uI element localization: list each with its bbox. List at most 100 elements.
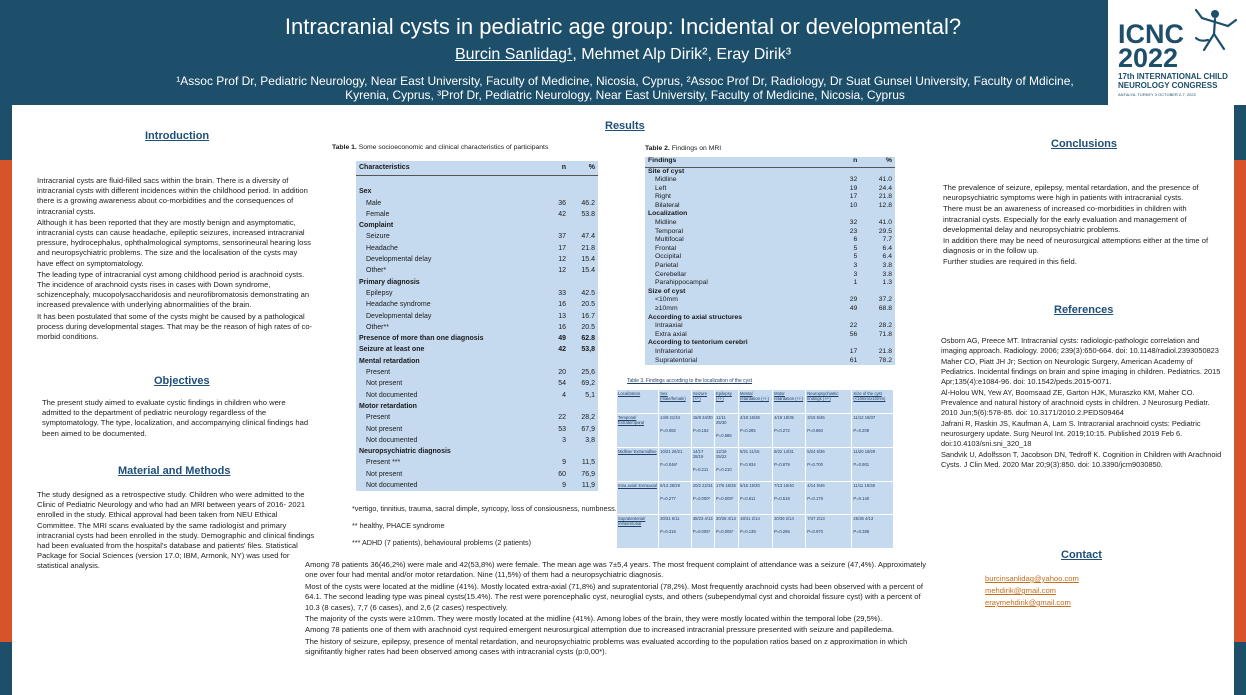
- table2-header-cell: n: [835, 157, 861, 168]
- table1-n-cell: 9: [562, 459, 566, 467]
- table1-row: Present 20 25,6: [356, 367, 598, 378]
- table1-n-cell: 4: [562, 391, 566, 399]
- table2-n-cell: [836, 210, 860, 219]
- affiliations: ¹Assoc Prof Dr, Pediatric Neurology, Nea…: [176, 74, 1074, 102]
- email-link[interactable]: eraymehdirik@gmail.com: [985, 598, 1071, 607]
- table1-label-cell: Headache: [366, 244, 398, 252]
- table3-p-value: P=0.388: [853, 529, 870, 535]
- table2-percent-cell: [860, 288, 895, 297]
- table2-row: Temporal 23 29.5: [645, 228, 895, 237]
- table1-percent-cell: 20.5: [581, 323, 595, 331]
- table2-n-cell: [836, 288, 860, 297]
- table1-label-cell: Other**: [366, 323, 389, 331]
- table1-n-cell: 20: [558, 369, 566, 377]
- table3-p-value: P=0.879: [774, 462, 790, 468]
- table3-counts: 6/14 28/29: [660, 482, 680, 488]
- table1-n-cell: [549, 277, 569, 288]
- table2-label-cell: Midline: [655, 219, 677, 227]
- results-text: Among 78 patients 36(46,2%) were male an…: [305, 560, 933, 659]
- table1-percent-cell: 11,5: [581, 459, 595, 467]
- table2-label-cell: Intraaxial: [655, 322, 683, 330]
- table3-counts: 11/12 18/37: [853, 415, 876, 421]
- table3-p-value: P=0.277: [660, 495, 676, 501]
- table2-n-cell: 23: [849, 227, 858, 235]
- author-rest: , Mehmet Alp Dirik², Eray Dirik³: [572, 46, 792, 63]
- table1-row: Other** 16 20.5: [356, 322, 598, 333]
- table1-label-cell: Complaint: [359, 222, 394, 230]
- table3-p-value: P=0.285: [739, 428, 756, 434]
- results-heading: Results: [605, 120, 645, 132]
- table1-percent-cell: [569, 401, 598, 412]
- table3-counts: 18/41 2/14: [739, 516, 760, 522]
- table3-counts: 11/11 18/38: [853, 482, 875, 488]
- table1-row: Present *** 9 11,5: [356, 457, 598, 468]
- table2-percent-cell: 3.8: [882, 262, 892, 270]
- table1-row: Female 42 53.8: [356, 209, 598, 220]
- email-link[interactable]: burcinsanlidag@yahoo.com: [985, 574, 1079, 583]
- table1-row: Primary diagnosis: [356, 277, 598, 288]
- table1-n-cell: 42: [558, 346, 566, 354]
- table3-value-cell: 3/15 6/45 P=0.860: [805, 413, 853, 449]
- conclusions-text: The prevalence of seizure, epilepsy, men…: [943, 183, 1221, 269]
- table2-n-cell: 19: [849, 184, 858, 192]
- table1-label-cell: Motor retardation: [359, 402, 417, 410]
- table2-row: According to tentorium cerebri: [645, 339, 895, 348]
- table1-row: Not present 53 67,9: [356, 424, 598, 435]
- reference-item: Al-Holou WN, Yew AY, Boomsaad ZE, Garton…: [941, 388, 1210, 417]
- table1-row: Seizure 37 47.4: [356, 231, 598, 242]
- table1-note: ** healthy, PHACE syndrome: [352, 521, 445, 530]
- table1-label-cell: Headache syndrome: [366, 301, 431, 309]
- table2-percent-cell: 68.8: [878, 305, 892, 312]
- email-link[interactable]: mehdirik@gmail.com: [985, 586, 1057, 595]
- table2-n-cell: 49: [849, 305, 858, 312]
- table2-label-cell: Occipital: [655, 253, 682, 261]
- table2-n-cell: [836, 339, 860, 348]
- table1-row: Presence of more than one diagnosis 49 62.…: [356, 333, 598, 344]
- table1-percent-cell: 42.5: [581, 289, 595, 297]
- table2-row: ≥10mm 49 68.8: [645, 305, 895, 314]
- side-bar-right-bottom: [1234, 642, 1246, 695]
- table1-row: Male 36 46.2: [356, 198, 598, 209]
- table3-p-value: P=0.586: [716, 433, 732, 439]
- table1-percent-cell: 11,9: [581, 482, 595, 490]
- table1-label-cell: Presence of more than one diagnosis: [359, 335, 484, 343]
- table3-counts: 25/36 4/13: [853, 516, 874, 522]
- reference-item: Jafrani R, Raskin JS, Kaufman A, Lam S. …: [941, 419, 1201, 448]
- table3-p-value: P=0.139: [739, 529, 756, 535]
- table3-counts: 11/20 18/29: [853, 449, 876, 455]
- table1-label-cell: Not documented: [366, 436, 418, 444]
- table1-percent-cell: [569, 277, 598, 288]
- table3-p-value: P=0.860: [807, 428, 823, 434]
- table1-label-cell: Present: [366, 414, 391, 422]
- table1-n-cell: 42: [558, 210, 566, 218]
- table1-n-cell: 49: [558, 335, 566, 343]
- table3-value-cell: 20/39 2/14 P=0.265: [772, 514, 807, 549]
- table3-value-cell: 11/20 18/29 P=0.901: [851, 447, 894, 482]
- table1-n-cell: [549, 356, 569, 367]
- table3-p-value: P=0.211: [692, 467, 709, 473]
- table2-row: Site of cyst: [645, 167, 895, 176]
- table2-percent-cell: 71.8: [878, 330, 892, 338]
- table1-row: Not present 54 69,2: [356, 378, 598, 389]
- table3-counts: 5/24 6/36: [807, 449, 825, 455]
- table3-p-value: P=0.265: [774, 529, 790, 535]
- table1-percent-cell: 25,6: [581, 369, 595, 377]
- table1-row: Other* 12 15.4: [356, 265, 598, 276]
- table2-row: Multifocal 6 7.7: [645, 236, 895, 245]
- introduction-paragraph: Although it has been reported that they …: [37, 217, 311, 268]
- table2-percent-cell: 21.8: [878, 347, 892, 355]
- table3-counts: 7/47 2/13: [807, 516, 825, 522]
- table3-value-cell: 20/2 22/34 P=0.000*: [690, 480, 716, 516]
- table3-label-cell: Midline/ Extramidline: [615, 447, 660, 482]
- table1-note: *** ADHD (7 patients), behavioural probl…: [352, 538, 531, 547]
- table1-percent-cell: 15.4: [581, 267, 595, 275]
- table3-p-value: P=0.901: [853, 462, 870, 468]
- table3-counts: 5/21 11/15: [739, 449, 760, 455]
- introduction-paragraph: Intracranial cysts are fluid-filled sacs…: [37, 176, 308, 216]
- table2-label-cell: According to tentorium cerebri: [648, 339, 748, 347]
- table2-percent-cell: 1.3: [882, 279, 892, 287]
- table2-row: Localization: [645, 210, 895, 219]
- table3-p-value: P=0.316: [660, 529, 676, 535]
- table3: Localization Sex (male/female) Seizure (+/…: [615, 388, 894, 549]
- conclusions-heading: Conclusions: [1051, 138, 1118, 150]
